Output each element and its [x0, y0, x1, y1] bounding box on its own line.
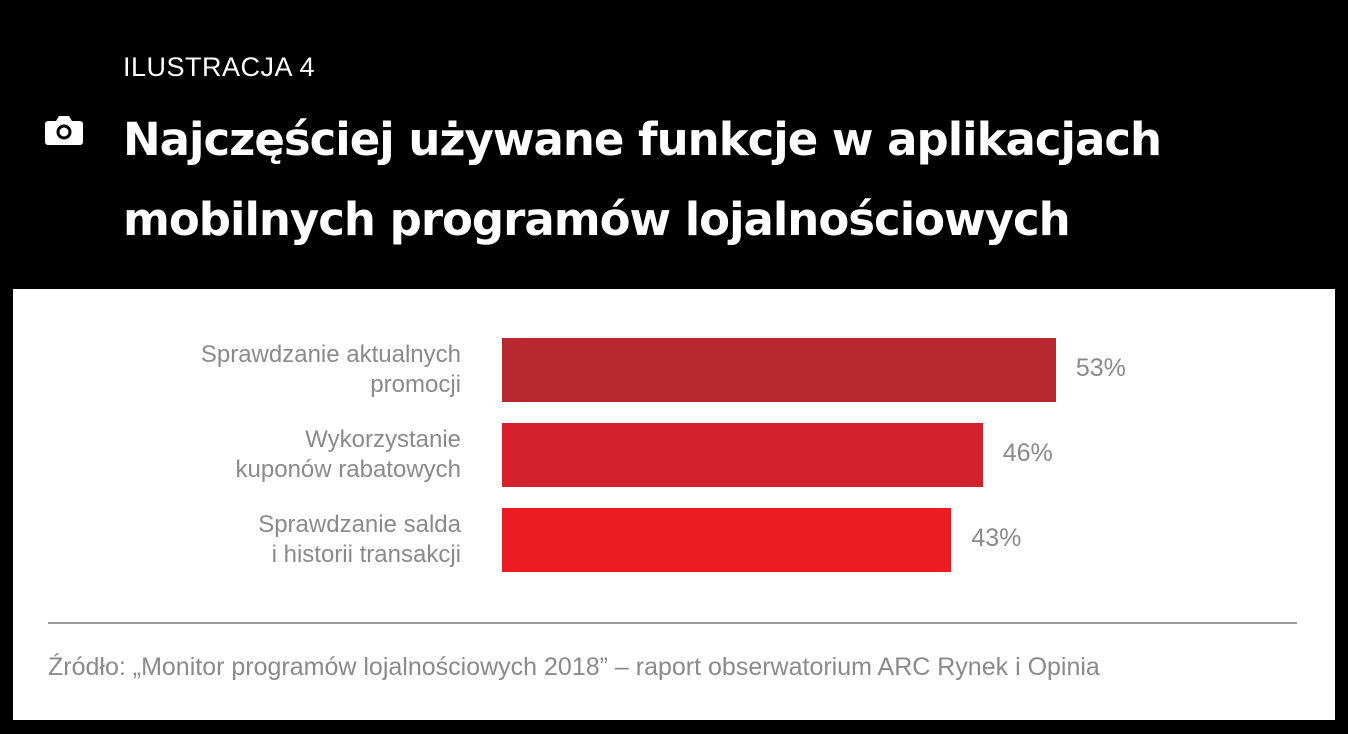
category-label-line: Sprawdzanie aktualnych: [200, 341, 461, 368]
bar: [502, 508, 952, 572]
category-label-line: i historii transakcji: [271, 541, 461, 568]
divider: [48, 622, 1297, 624]
category-label-line: promocji: [370, 371, 461, 398]
chart-panel: Sprawdzanie aktualnych promocji 53% Wykorzy…: [13, 289, 1335, 720]
camera-icon: [45, 116, 83, 145]
category-label-line: Wykorzystanie: [305, 426, 461, 453]
chart-title: Najczęściej używane funkcje w aplikacjac…: [123, 113, 1162, 246]
category-label: Wykorzystanie kuponów rabatowych: [61, 425, 461, 485]
value-label: 53%: [1075, 354, 1126, 382]
source-note: Źródło: „Monitor programów lojalnościowy…: [48, 653, 1100, 681]
bar: [502, 423, 983, 487]
bar: [502, 338, 1056, 402]
category-label: Sprawdzanie aktualnych promocji: [61, 340, 461, 400]
category-label-line: kuponów rabatowych: [235, 456, 461, 483]
category-label: Sprawdzanie salda i historii transakcji: [61, 510, 461, 570]
value-label: 46%: [1002, 439, 1053, 467]
figure-kicker: ILUSTRACJA 4: [123, 52, 316, 82]
value-label: 43%: [971, 524, 1022, 552]
category-label-line: Sprawdzanie salda: [258, 511, 461, 538]
